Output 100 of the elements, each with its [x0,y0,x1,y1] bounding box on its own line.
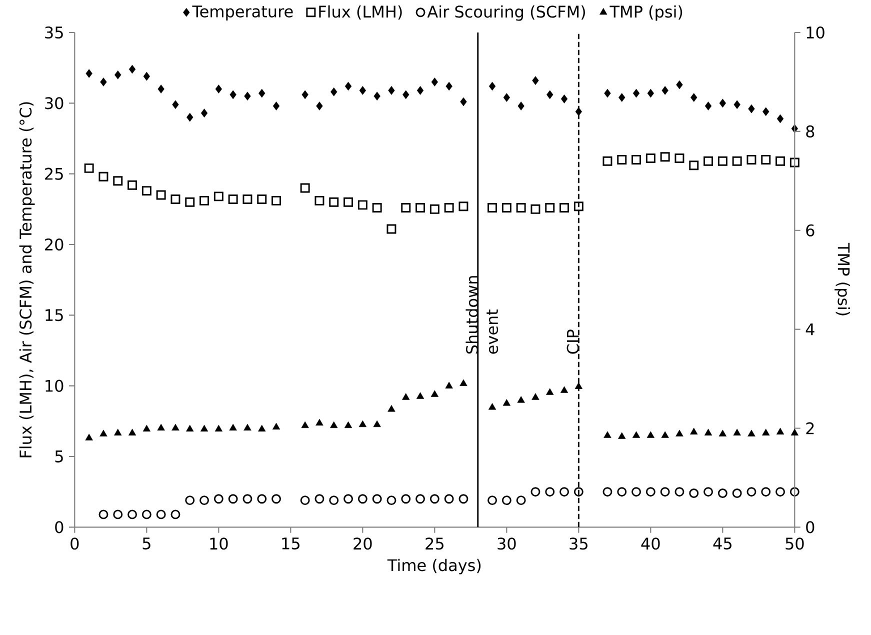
y-tick-label: 20 [45,238,64,250]
point [143,72,150,81]
point [660,152,670,162]
point [604,431,612,438]
point [460,97,467,106]
point [156,190,166,200]
point [228,194,238,204]
point [748,104,755,114]
y-tick-label: 5 [55,450,63,462]
point [604,88,611,98]
point [85,434,93,440]
y2-tick-label: 6 [806,224,814,236]
point [532,76,539,85]
point [762,107,770,116]
point [330,421,338,428]
point [200,196,210,206]
ref-line-label: Shutdown event [466,276,498,354]
point [574,202,584,211]
point [516,202,526,212]
y-tick-label: 35 [45,26,63,38]
point [242,194,252,204]
point [272,102,280,110]
point [762,428,770,436]
point [98,172,108,182]
point [602,156,612,166]
point [632,487,641,496]
point [718,488,728,498]
point [734,100,740,109]
point [170,510,180,520]
point [113,176,123,186]
point [545,487,555,496]
point [618,93,626,102]
point [114,70,122,80]
point [215,84,222,94]
point [186,424,194,432]
point [314,494,324,504]
point [704,428,712,436]
point [646,431,654,438]
point [100,77,107,86]
point [746,154,756,164]
x-tick-label: 15 [282,537,300,550]
point [661,431,669,438]
point [545,202,555,212]
point [516,496,526,505]
point [257,194,267,204]
point [301,421,309,428]
point [344,421,352,428]
point [602,487,612,496]
y2-tick-label: 8 [806,125,814,138]
point [560,386,568,393]
point [574,382,582,389]
point [372,494,382,504]
point [776,156,786,166]
point [502,399,510,406]
point [676,80,683,90]
point [142,510,152,520]
point [790,158,800,168]
point [416,494,425,504]
point [518,102,524,110]
point [488,496,497,505]
point [460,379,468,386]
point [388,404,396,412]
point [386,224,396,234]
point [517,396,525,403]
point [575,107,582,116]
point [142,186,152,196]
y2-tick-label: 0 [806,521,814,534]
point [128,510,138,520]
point [574,487,584,496]
legend-label: TMP (psi) [610,5,682,21]
point [98,510,108,520]
point [128,64,136,74]
point [660,487,670,496]
y-tick-label: 10 [46,380,64,392]
point [228,494,238,504]
point [344,197,354,207]
point [358,420,366,427]
point [344,494,354,504]
point [776,428,784,434]
point [676,430,684,436]
x-tick-label: 40 [641,537,660,550]
point [359,86,366,95]
point [430,390,438,397]
point [374,92,380,100]
point [242,494,252,504]
point [444,494,454,504]
point [86,69,92,78]
point [444,202,454,212]
y2-tick-label: 4 [806,323,814,336]
point [488,402,496,410]
point [185,197,195,207]
point [617,487,627,496]
point [502,496,512,505]
x-tick-label: 25 [426,537,444,550]
point [157,424,165,430]
point [214,192,224,202]
point [172,424,180,430]
point [373,420,381,427]
x-axis-title: Time (days) [387,558,481,574]
point [790,428,798,436]
